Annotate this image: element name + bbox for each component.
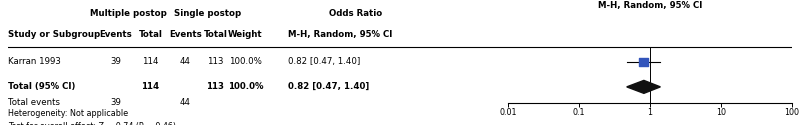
Text: 0.82 [0.47, 1.40]: 0.82 [0.47, 1.40] [288,82,370,91]
Text: Total (95% CI): Total (95% CI) [8,82,75,91]
Text: 44: 44 [180,57,191,66]
Text: Total events: Total events [8,98,60,107]
Text: Single postop: Single postop [174,9,242,18]
Text: Odds Ratio: Odds Ratio [329,9,382,18]
Text: Heterogeneity: Not applicable: Heterogeneity: Not applicable [8,109,128,118]
Text: Test for overall effect: Z = 0.74 (P = 0.46): Test for overall effect: Z = 0.74 (P = 0… [8,122,176,125]
Text: 114: 114 [142,82,159,91]
Text: Events: Events [169,30,202,39]
Text: 39: 39 [110,57,121,66]
Text: 114: 114 [142,57,158,66]
Text: 113: 113 [207,57,224,66]
Text: 44: 44 [180,98,191,107]
Text: 100.0%: 100.0% [229,57,262,66]
Text: Events: Events [99,30,132,39]
Text: Total: Total [203,30,227,39]
Text: Multiple postop: Multiple postop [90,9,166,18]
Polygon shape [626,80,660,93]
Text: M-H, Random, 95% CI: M-H, Random, 95% CI [288,30,392,39]
Text: Study or Subgroup: Study or Subgroup [8,30,100,39]
Text: 113: 113 [206,82,225,91]
Text: 39: 39 [110,98,121,107]
Text: Total: Total [138,30,162,39]
Text: Karran 1993: Karran 1993 [8,57,61,66]
Text: 100.0%: 100.0% [228,82,263,91]
Text: Weight: Weight [228,30,263,39]
Text: M-H, Random, 95% CI: M-H, Random, 95% CI [598,1,702,10]
Text: 0.82 [0.47, 1.40]: 0.82 [0.47, 1.40] [288,57,360,66]
